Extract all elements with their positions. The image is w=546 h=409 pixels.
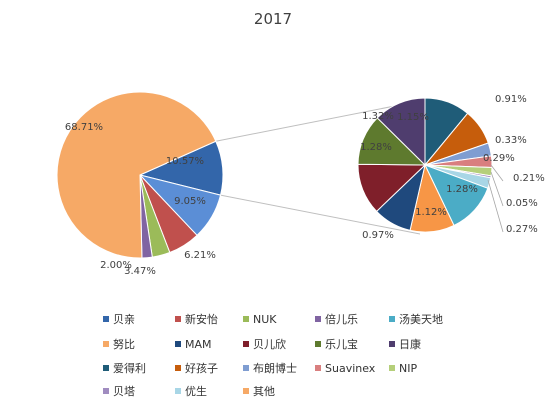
legend-item: 贝儿欣 (243, 337, 286, 351)
legend-swatch (389, 341, 395, 347)
legend-label: 日康 (399, 337, 421, 351)
data-label: 0.27% (506, 224, 538, 235)
legend-swatch (103, 316, 109, 322)
legend-item: NUK (243, 313, 277, 326)
legend-swatch (103, 341, 109, 347)
legend-swatch (243, 341, 249, 347)
legend-swatch (315, 341, 321, 347)
legend-item: MAM (175, 338, 212, 351)
legend-swatch (315, 365, 321, 371)
legend-item: 好孩子 (175, 361, 218, 375)
secondary-pie-slice (376, 97, 426, 167)
data-labels: 10.57% 9.05% 6.21% 3.47%2.00% 68.71% 1.15% 0.9… (65, 94, 545, 277)
legend-label: NIP (399, 362, 417, 375)
legend-swatch (103, 388, 109, 394)
data-label: 1.28% (360, 142, 392, 153)
legend-label: MAM (185, 338, 212, 351)
legend-swatch (175, 341, 181, 347)
legend-item: 努比 (103, 337, 135, 351)
data-label: 3.47% (124, 266, 156, 277)
data-label: 9.05% (174, 196, 206, 207)
secondary-pie (357, 97, 493, 233)
legend-swatch (315, 316, 321, 322)
legend-item: 日康 (389, 337, 421, 351)
legend-label: 新安怡 (185, 312, 218, 326)
chart-title: 2017 (254, 10, 292, 28)
main-pie (56, 91, 224, 259)
legend-label: 汤美天地 (399, 312, 443, 326)
legend-label: 倍儿乐 (325, 312, 358, 326)
legend-item: 乐儿宝 (315, 337, 358, 351)
legend-label: 好孩子 (185, 361, 218, 375)
connector-line (215, 100, 421, 142)
data-label: 1.12% (415, 207, 447, 218)
connector-line (220, 194, 421, 235)
legend-item: 贝塔 (103, 385, 135, 398)
legend-label: 贝儿欣 (253, 337, 286, 351)
legend-swatch (243, 316, 249, 322)
data-label: 0.05% (506, 198, 538, 209)
legend-label: 乐儿宝 (325, 337, 358, 351)
data-label: 0.21% (513, 173, 545, 184)
legend-label: Suavinex (325, 362, 376, 375)
data-label: 0.97% (362, 230, 394, 241)
connector-lines (215, 100, 421, 235)
legend-label: 贝亲 (113, 312, 135, 326)
leader-line (487, 179, 504, 233)
data-label: 0.29% (483, 153, 515, 164)
legend-label: NUK (253, 313, 277, 326)
legend-item: 布朗博士 (243, 362, 297, 375)
pie-slice (56, 91, 217, 259)
legend-item: Suavinex (315, 362, 376, 375)
legend-item: 倍儿乐 (315, 312, 358, 326)
legend-item: 优生 (175, 384, 207, 398)
data-label: 68.71% (65, 122, 103, 133)
legend-swatch (103, 365, 109, 371)
legend-swatch (389, 365, 395, 371)
legend-label: 优生 (185, 384, 207, 398)
legend-item: 其他 (243, 385, 275, 398)
legend-swatch (243, 365, 249, 371)
data-label: 6.21% (184, 250, 216, 261)
legend-label: 其他 (253, 385, 275, 398)
data-label: 2.00% (100, 260, 132, 271)
legend-label: 努比 (113, 337, 135, 351)
legend-label: 布朗博士 (253, 362, 297, 375)
leader-line (490, 171, 504, 207)
data-label: 0.33% (495, 135, 527, 146)
leader-line (490, 164, 504, 182)
data-label: 10.57% (166, 156, 204, 167)
legend-swatch (389, 316, 395, 322)
legend-item: 汤美天地 (389, 312, 443, 326)
legend-swatch (175, 388, 181, 394)
legend-item: 贝亲 (103, 312, 135, 326)
data-label: 1.28% (446, 184, 478, 195)
legend-swatch (175, 365, 181, 371)
data-label: 1.15% (397, 112, 429, 123)
legend-swatch (175, 316, 181, 322)
legend-label: 爱得利 (113, 362, 146, 375)
data-label: 0.91% (495, 94, 527, 105)
legend-item: 新安怡 (175, 312, 218, 326)
legend-item: 爱得利 (103, 362, 146, 375)
legend-swatch (243, 388, 249, 394)
legend-label: 贝塔 (113, 385, 135, 398)
data-label: 1.32% (362, 111, 394, 122)
legend-item: NIP (389, 362, 417, 375)
